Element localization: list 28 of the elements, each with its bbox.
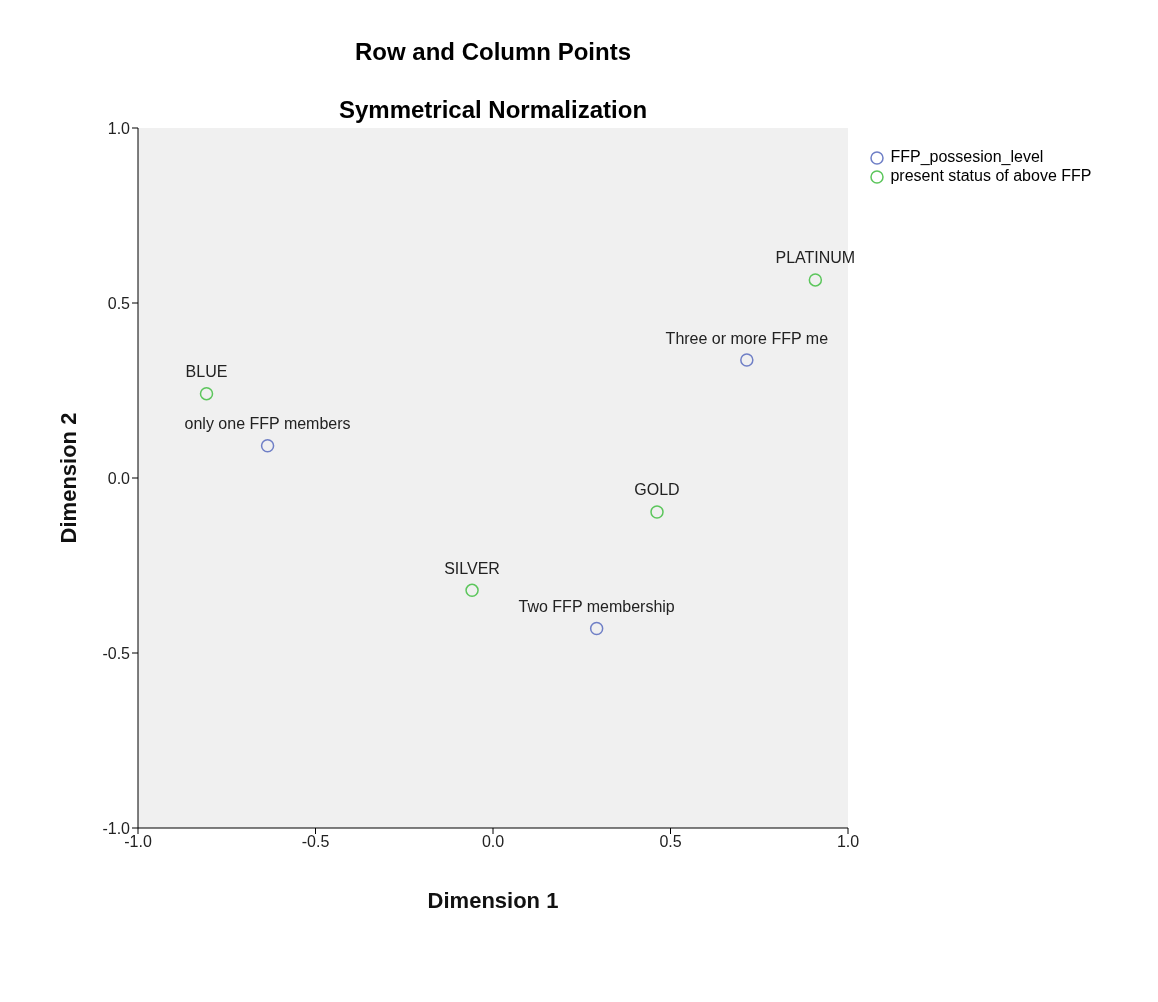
point (740, 353, 754, 367)
point (589, 621, 604, 636)
data-label: BLUE (185, 363, 228, 381)
data-label: Three or more FFP me (665, 329, 829, 347)
y-axis-title: Dimension 2 (55, 412, 81, 544)
chart-title: Row and Column Points (354, 38, 632, 66)
chart-subtitle: Symmetrical Normalization (338, 96, 648, 123)
x-tick-label: 0.5 (659, 833, 682, 851)
data-label: only one FFP members (184, 415, 351, 433)
data-label: GOLD (634, 481, 680, 499)
y-tick-label: 1.0 (107, 119, 131, 137)
x-tick-label: -0.5 (301, 833, 330, 851)
y-tick-label: 0.0 (107, 469, 131, 487)
x-axis-title: Dimension 1 (427, 888, 559, 913)
point (808, 273, 823, 287)
x-tick-label: 0.0 (481, 833, 505, 851)
data-label: SILVER (444, 559, 500, 577)
y-tick-label: -0.5 (102, 644, 131, 662)
point (465, 583, 479, 598)
data-label: PLATINUM (775, 249, 856, 267)
point (199, 386, 214, 401)
legend-label: FFP_possesion_level (890, 148, 1044, 165)
legend-label: present status of above FFP (890, 166, 1092, 184)
x-tick-label: 1.0 (836, 833, 860, 851)
point (650, 505, 664, 519)
point (260, 439, 275, 453)
data-label: Two FFP membership (518, 597, 675, 615)
y-tick-label: 0.5 (107, 294, 131, 312)
